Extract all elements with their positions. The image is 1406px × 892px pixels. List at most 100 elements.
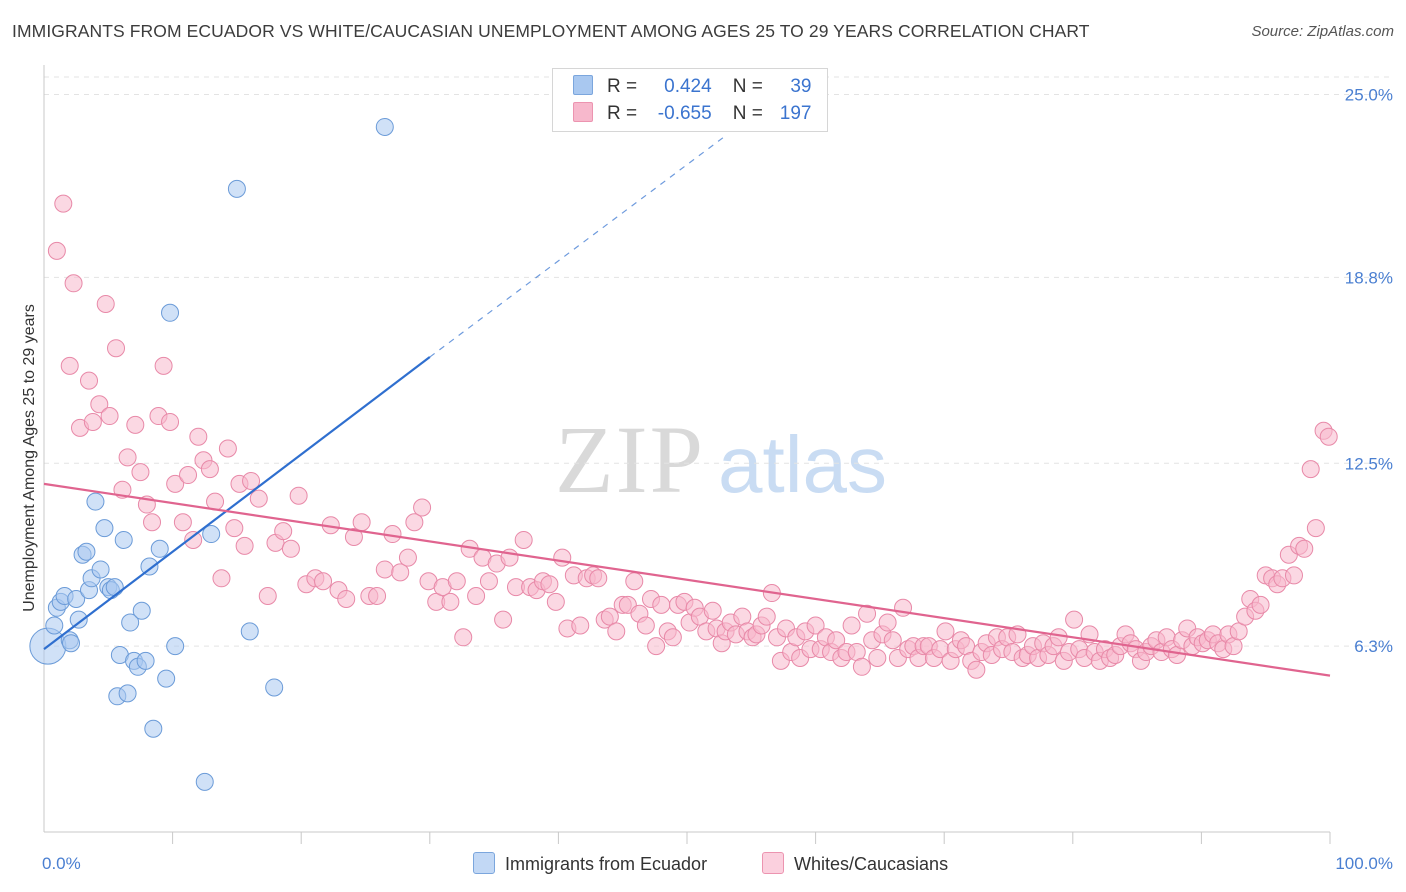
data-point [45,616,64,635]
data-point [757,607,776,626]
data-point [314,572,333,591]
data-point [121,613,140,632]
watermark-atlas: atlas [718,420,887,509]
data-point [967,660,986,679]
data-point [1284,566,1303,585]
data-point [258,587,277,605]
data-point [179,466,198,485]
data-point [647,637,666,656]
legend-n-value: 197 [779,103,812,124]
series-whites-points [47,194,1338,679]
data-point [77,542,96,561]
axes [43,65,1331,844]
data-point [144,719,163,738]
data-point [69,610,88,629]
data-point [571,616,590,635]
data-point [107,339,126,358]
data-point [212,569,231,588]
legend-row-whites: R = -0.655 N = 197 [573,102,811,128]
legend-swatch-whites [573,102,593,122]
data-point [703,601,722,620]
data-point [240,622,259,641]
legend-n-label: N = [732,76,763,97]
series-legend-swatch-whites [762,852,784,874]
data-point [100,407,119,426]
data-point [83,412,102,431]
data-point [878,613,897,632]
y-tick-label: 18.8% [1345,268,1393,287]
data-point [1295,539,1314,558]
data-point [398,548,417,567]
data-point [62,634,81,653]
series-legend-ecuador: Immigrants from Ecuador [473,852,707,875]
data-point [607,622,626,641]
data-point [173,513,192,532]
data-point [189,427,208,446]
data-point [225,519,244,538]
data-point [47,241,66,260]
data-point [636,616,655,635]
legend-r-label: R = [607,103,638,124]
trend-line [43,356,431,650]
watermark: ZIP atlas [555,406,887,513]
data-point [806,616,825,635]
data-point [166,637,185,656]
trend-lines [43,135,1331,677]
data-point [166,474,185,493]
chart-title: IMMIGRANTS FROM ECUADOR VS WHITE/CAUCASI… [12,21,1090,41]
data-point [454,628,473,647]
data-point [352,513,371,532]
legend-row-ecuador: R = 0.424 N = 39 [573,75,811,101]
data-point [540,575,559,594]
data-point [143,513,162,532]
series-legend-whites: Whites/Caucasians [762,852,948,875]
data-point [90,395,109,414]
x-tick-labels: 0.0% 100.0% [42,854,1393,873]
data-point [195,772,214,791]
series-legend-label: Whites/Caucasians [794,854,949,874]
data-point [91,560,110,579]
data-point [86,492,105,511]
data-point [265,678,284,697]
data-point [827,631,846,650]
gridlines [44,76,1392,647]
data-point [546,592,565,611]
data-point [447,572,466,591]
data-point [67,589,86,608]
data-point [337,589,356,608]
y-axis-label: Unemployment Among Ages 25 to 29 years [21,304,38,612]
legend-r-label: R = [607,76,638,97]
data-point [1301,460,1320,479]
data-point [60,356,79,375]
legend-r-value: 0.424 [664,76,712,97]
data-point [652,595,671,614]
data-point [118,684,137,703]
watermark-zip: ZIP [555,406,705,513]
data-point [1319,427,1338,446]
data-point [105,578,124,597]
correlation-legend: R = 0.424 N = 39 R = -0.655 N = 197 [552,68,828,132]
data-point [249,489,268,508]
data-point [936,622,955,641]
data-point [154,356,173,375]
data-point [150,539,169,558]
series-legend-swatch-ecuador [473,852,495,874]
data-point [375,117,394,136]
data-point [80,371,99,390]
data-point [54,194,73,213]
data-point [227,179,246,198]
data-point [405,513,424,532]
data-point [842,616,861,635]
data-point [202,525,221,544]
data-point [235,536,254,555]
data-point [663,628,682,647]
data-point [467,587,486,605]
data-point [625,572,644,591]
data-point [161,412,180,431]
data-point [553,548,572,567]
data-point [132,601,151,620]
data-point [368,587,387,605]
data-point [479,572,498,591]
data-point [413,498,432,517]
